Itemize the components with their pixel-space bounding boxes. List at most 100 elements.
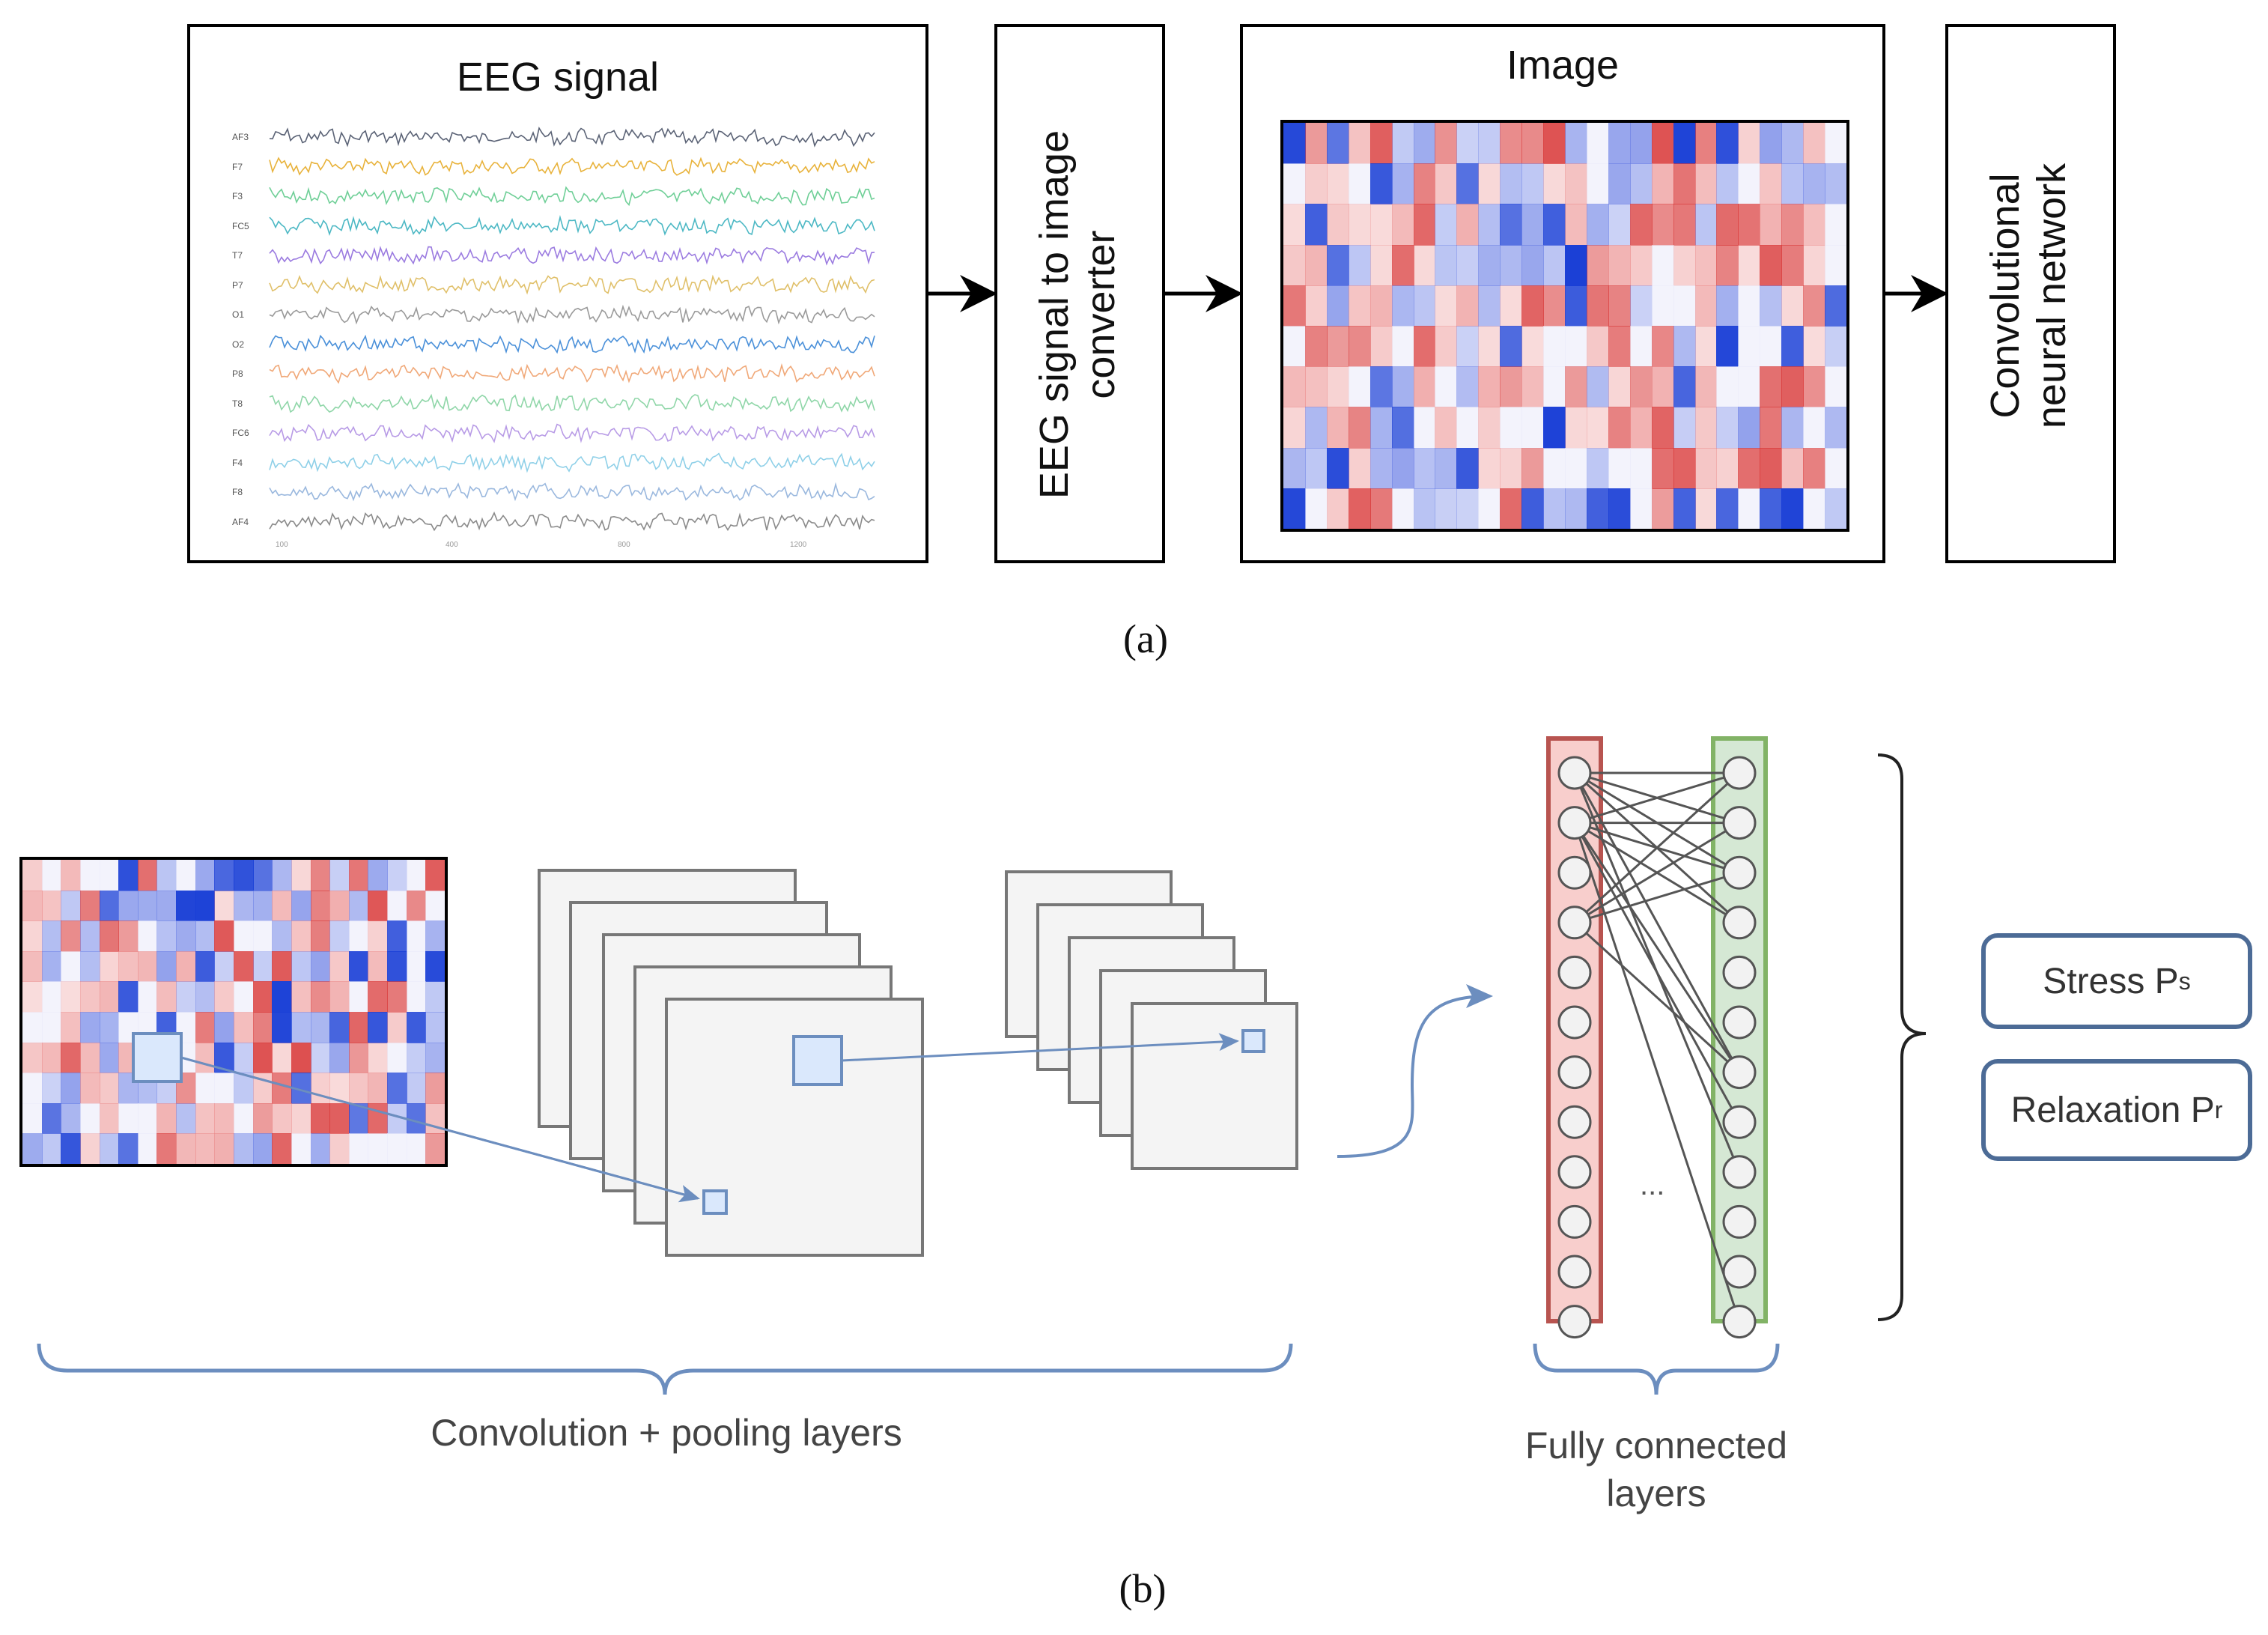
heatmap-cell [1435, 123, 1458, 165]
heatmap-cell [368, 860, 389, 891]
heatmap-cell [156, 1012, 177, 1043]
fc-connection [1574, 771, 1740, 825]
heatmap-cell [1716, 285, 1739, 327]
heatmap-cell [1825, 123, 1846, 165]
heatmap-cell [214, 1102, 234, 1135]
heatmap-cell [310, 981, 331, 1013]
heatmap-cell [272, 950, 292, 983]
heatmap-cell [425, 860, 445, 891]
heatmap-cell [1716, 204, 1739, 246]
heatmap-cell [1435, 204, 1458, 246]
fc-node [1722, 1305, 1757, 1339]
eeg-channel-label: P8 [232, 368, 243, 379]
heatmap-cell [195, 890, 216, 922]
heatmap-cell [1738, 326, 1761, 368]
heatmap-cell [252, 1042, 273, 1074]
heatmap-cell [1716, 326, 1739, 368]
heatmap-cell [234, 1012, 254, 1043]
heatmap-cell [1586, 326, 1609, 368]
heatmap-cell [1521, 407, 1545, 449]
relaxation-label: Relaxation P [2010, 1090, 2215, 1130]
heatmap-cell [176, 981, 196, 1013]
heatmap-cell [1716, 244, 1739, 286]
heatmap-cell [406, 920, 427, 952]
heatmap-cell [1803, 326, 1826, 368]
heatmap-cell [1391, 488, 1414, 529]
heatmap-cell [387, 981, 407, 1013]
heatmap-cell [1825, 285, 1846, 327]
heatmap-cell [99, 1012, 120, 1043]
stress-label: Stress P [2043, 961, 2179, 1001]
heatmap-cell [1478, 326, 1501, 368]
heatmap-cell [329, 1042, 350, 1074]
heatmap-cell [1543, 244, 1566, 286]
heatmap-cell [118, 1102, 139, 1135]
heatmap-cell [41, 950, 62, 983]
heatmap-cell [1521, 447, 1545, 489]
heatmap-cell [1781, 285, 1805, 327]
heatmap-cell [1760, 366, 1783, 408]
heatmap-cell [1565, 244, 1587, 286]
heatmap-cell [176, 860, 196, 891]
heatmap-cell [1803, 447, 1826, 489]
heatmap-cell [1825, 366, 1846, 408]
heatmap-cell [137, 1102, 158, 1135]
heatmap-cell [1738, 163, 1761, 205]
heatmap-cell [1608, 326, 1631, 368]
heatmap-cell [1608, 488, 1631, 529]
heatmap-cell [1781, 123, 1805, 165]
heatmap-cell [272, 860, 292, 891]
heatmap-cell [1694, 447, 1718, 489]
heatmap-cell [195, 920, 216, 952]
heatmap-cell [176, 1012, 196, 1043]
heatmap-cell [1435, 285, 1458, 327]
heatmap-cell [99, 1102, 120, 1135]
heatmap-cell [1738, 488, 1761, 529]
heatmap-cell [1651, 447, 1674, 489]
heatmap-cell [1456, 123, 1480, 165]
heatmap-cell [1586, 244, 1609, 286]
heatmap-cell [137, 1133, 158, 1164]
image-heatmap [1280, 120, 1849, 532]
heatmap-cell [368, 1042, 389, 1074]
heatmap-cell [1629, 447, 1653, 489]
heatmap-cell [1304, 488, 1328, 529]
eeg-channel-label: O1 [232, 309, 245, 320]
heatmap-cell [1673, 123, 1696, 165]
heatmap-cell [1369, 285, 1393, 327]
heatmap-cell [176, 920, 196, 952]
heatmap-cell [61, 1073, 81, 1104]
heatmap-cell [156, 981, 177, 1013]
heatmap-cell [22, 1133, 43, 1164]
heatmap-cell [1565, 447, 1587, 489]
heatmap-cell [1825, 488, 1846, 529]
heatmap-cell [1348, 366, 1371, 408]
conv-connector-2 [841, 1033, 1239, 1062]
heatmap-cell [22, 920, 43, 952]
fc-node [1557, 906, 1592, 940]
heatmap-cell [1651, 488, 1674, 529]
heatmap-cell [1500, 326, 1523, 368]
heatmap-cell [310, 1042, 331, 1074]
heatmap-cell [1803, 366, 1826, 408]
heatmap-cell [79, 1042, 100, 1074]
fc-node [1557, 1105, 1592, 1139]
heatmap-cell [1760, 244, 1783, 286]
heatmap-cell [1326, 488, 1349, 529]
heatmap-cell [22, 890, 43, 922]
heatmap-cell [1716, 366, 1739, 408]
heatmap-cell [79, 981, 100, 1013]
heatmap-cell [1369, 366, 1393, 408]
heatmap-cell [387, 950, 407, 983]
heatmap-cell [1456, 285, 1480, 327]
input-image-heatmap [19, 857, 448, 1167]
heatmap-cell [387, 920, 407, 952]
heatmap-cell [1608, 447, 1631, 489]
heatmap-cell [214, 1042, 234, 1074]
heatmap-cell [1413, 366, 1436, 408]
fc-node [1722, 906, 1757, 940]
heatmap-cell [1781, 204, 1805, 246]
fc-node [1722, 1105, 1757, 1139]
heatmap-cell [1565, 488, 1587, 529]
